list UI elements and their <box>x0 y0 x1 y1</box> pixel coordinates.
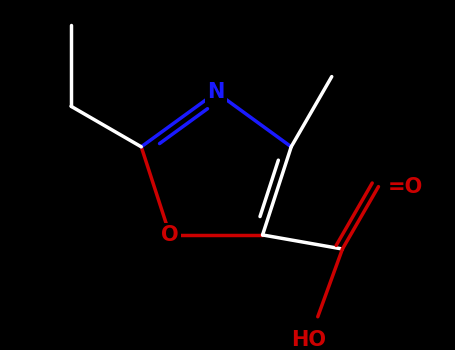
Text: =O: =O <box>388 177 423 197</box>
Text: O: O <box>161 225 179 245</box>
Text: HO: HO <box>291 330 326 350</box>
Text: N: N <box>207 82 225 102</box>
